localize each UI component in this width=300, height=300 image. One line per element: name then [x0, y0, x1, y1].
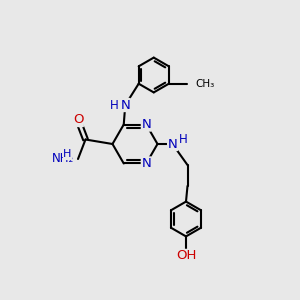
Text: H: H — [178, 133, 188, 146]
Text: H: H — [63, 149, 72, 160]
Text: N: N — [141, 118, 151, 131]
Text: H: H — [110, 98, 119, 112]
Text: CH₃: CH₃ — [195, 79, 214, 89]
Text: NH₂: NH₂ — [52, 152, 74, 166]
Text: O: O — [73, 113, 83, 127]
Text: N: N — [141, 157, 151, 170]
Text: N: N — [120, 98, 130, 112]
Text: OH: OH — [176, 249, 196, 262]
Text: N: N — [168, 137, 177, 151]
